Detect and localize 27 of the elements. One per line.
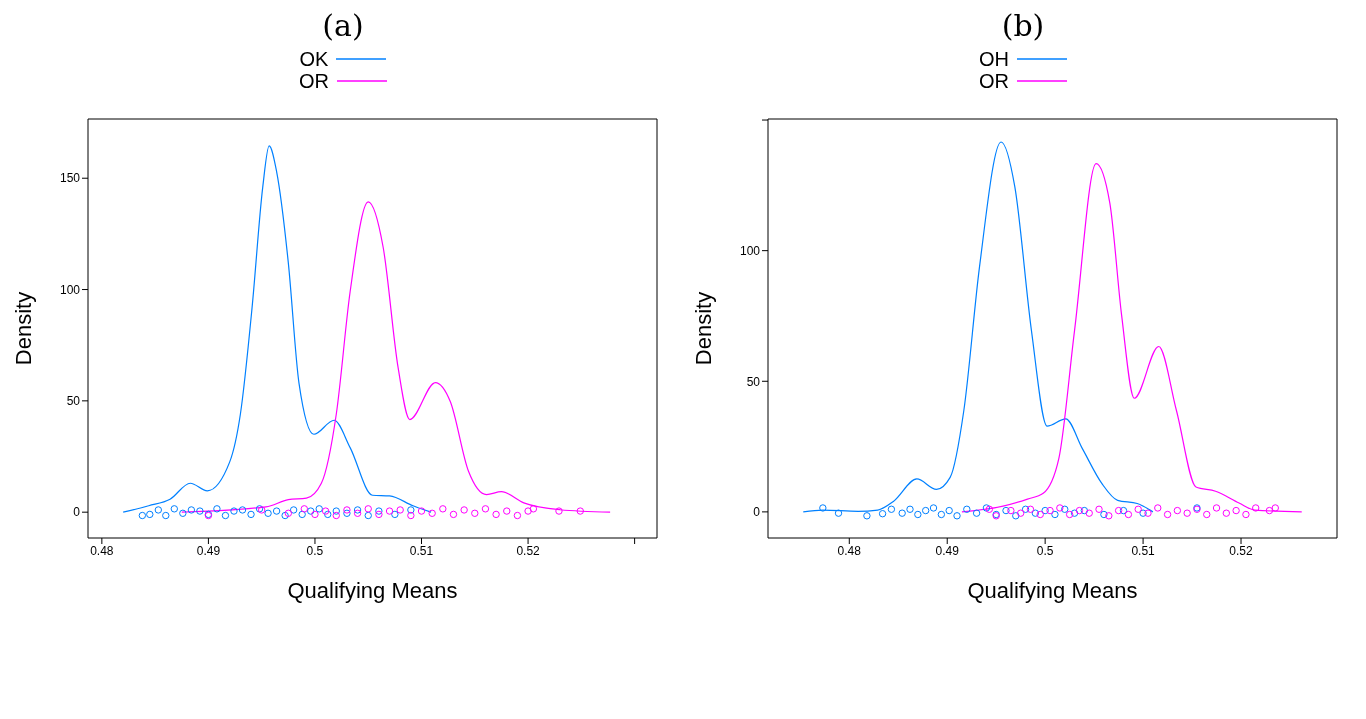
x-tick-label: 0.49 xyxy=(196,543,221,558)
y-tick-label: 150 xyxy=(59,171,81,186)
x-tick-label: 0.49 xyxy=(935,543,960,558)
y-tick-label: 0 xyxy=(73,505,81,520)
chart-title: (b) xyxy=(1000,8,1046,45)
x-tick-label: 0.48 xyxy=(90,543,114,558)
x-tick-label: 0.48 xyxy=(837,543,862,558)
y-tick-label: 0 xyxy=(753,505,761,520)
y-tick-label: 100 xyxy=(59,282,81,297)
x-tick-label: 0.5 xyxy=(1036,543,1054,558)
y-tick-label: 50 xyxy=(66,394,81,409)
y-tick-label: 100 xyxy=(739,243,761,258)
y-tick-label: 50 xyxy=(746,374,761,389)
legend-label: OR xyxy=(299,70,329,92)
legend-label: OK xyxy=(299,48,329,70)
x-axis-title: Qualifying Means xyxy=(967,578,1138,603)
x-tick-label: 0.52 xyxy=(516,543,541,558)
legend-label: OR xyxy=(979,70,1009,92)
chart-title: (a) xyxy=(321,8,365,45)
y-axis-title: Density xyxy=(10,291,36,366)
legend-label: OH xyxy=(979,48,1009,70)
x-axis-title: Qualifying Means xyxy=(287,578,458,603)
x-tick-label: 0.5 xyxy=(306,543,324,558)
x-tick-label: 0.51 xyxy=(1131,543,1156,558)
y-axis-title: Density xyxy=(690,291,716,366)
x-tick-label: 0.52 xyxy=(1229,543,1254,558)
x-tick-label: 0.51 xyxy=(409,543,434,558)
